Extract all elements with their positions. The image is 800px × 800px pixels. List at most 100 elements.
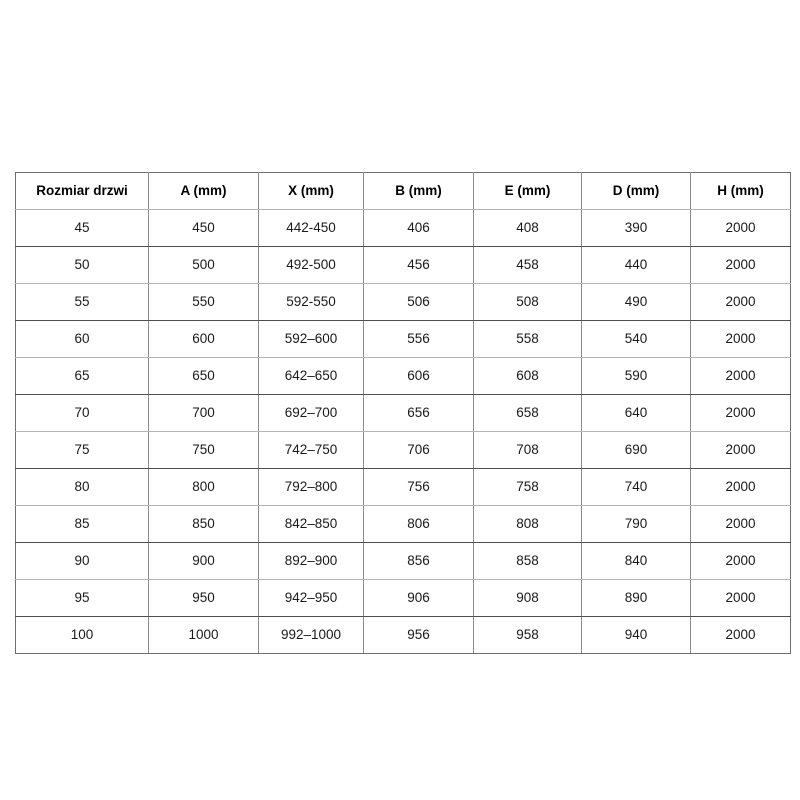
table-row: 75 750 742–750 706 708 690 2000 xyxy=(15,431,791,469)
cell-x: 642–650 xyxy=(258,357,364,395)
cell-x: 592-550 xyxy=(258,283,364,321)
column-header-x: X (mm) xyxy=(258,172,364,210)
cell-a: 1000 xyxy=(148,616,259,654)
cell-h: 2000 xyxy=(690,579,791,617)
column-header-rozmiar-drzwi: Rozmiar drzwi xyxy=(15,172,149,210)
cell-b: 906 xyxy=(363,579,474,617)
table-row: 55 550 592-550 506 508 490 2000 xyxy=(15,283,791,321)
cell-d: 790 xyxy=(581,505,691,543)
cell-a: 950 xyxy=(148,579,259,617)
table-row: 60 600 592–600 556 558 540 2000 xyxy=(15,320,791,358)
table-row: 90 900 892–900 856 858 840 2000 xyxy=(15,542,791,580)
cell-h: 2000 xyxy=(690,505,791,543)
cell-x: 492-500 xyxy=(258,246,364,284)
cell-size: 70 xyxy=(15,394,149,432)
cell-size: 65 xyxy=(15,357,149,395)
cell-d: 490 xyxy=(581,283,691,321)
cell-e: 858 xyxy=(473,542,582,580)
cell-b: 956 xyxy=(363,616,474,654)
cell-h: 2000 xyxy=(690,320,791,358)
cell-b: 556 xyxy=(363,320,474,358)
cell-b: 706 xyxy=(363,431,474,469)
column-header-d: D (mm) xyxy=(581,172,691,210)
cell-size: 60 xyxy=(15,320,149,358)
table-row: 85 850 842–850 806 808 790 2000 xyxy=(15,505,791,543)
cell-x: 842–850 xyxy=(258,505,364,543)
cell-size: 95 xyxy=(15,579,149,617)
column-header-a: A (mm) xyxy=(148,172,259,210)
column-header-e: E (mm) xyxy=(473,172,582,210)
cell-h: 2000 xyxy=(690,246,791,284)
cell-a: 750 xyxy=(148,431,259,469)
cell-size: 80 xyxy=(15,468,149,506)
cell-b: 606 xyxy=(363,357,474,395)
cell-a: 450 xyxy=(148,209,259,247)
cell-d: 890 xyxy=(581,579,691,617)
cell-e: 408 xyxy=(473,209,582,247)
table-header-row: Rozmiar drzwi A (mm) X (mm) B (mm) E (mm… xyxy=(15,172,791,210)
cell-e: 658 xyxy=(473,394,582,432)
cell-b: 756 xyxy=(363,468,474,506)
cell-h: 2000 xyxy=(690,209,791,247)
cell-e: 708 xyxy=(473,431,582,469)
cell-d: 390 xyxy=(581,209,691,247)
cell-d: 440 xyxy=(581,246,691,284)
cell-x: 892–900 xyxy=(258,542,364,580)
cell-a: 800 xyxy=(148,468,259,506)
cell-x: 692–700 xyxy=(258,394,364,432)
cell-d: 590 xyxy=(581,357,691,395)
door-size-specification-table: Rozmiar drzwi A (mm) X (mm) B (mm) E (mm… xyxy=(15,172,791,654)
cell-b: 406 xyxy=(363,209,474,247)
cell-b: 806 xyxy=(363,505,474,543)
cell-d: 540 xyxy=(581,320,691,358)
cell-b: 456 xyxy=(363,246,474,284)
cell-e: 608 xyxy=(473,357,582,395)
cell-e: 908 xyxy=(473,579,582,617)
cell-a: 850 xyxy=(148,505,259,543)
table-row: 95 950 942–950 906 908 890 2000 xyxy=(15,579,791,617)
cell-a: 550 xyxy=(148,283,259,321)
table-row: 80 800 792–800 756 758 740 2000 xyxy=(15,468,791,506)
cell-e: 558 xyxy=(473,320,582,358)
cell-size: 100 xyxy=(15,616,149,654)
table-row: 45 450 442-450 406 408 390 2000 xyxy=(15,209,791,247)
cell-b: 506 xyxy=(363,283,474,321)
cell-h: 2000 xyxy=(690,394,791,432)
column-header-h: H (mm) xyxy=(690,172,791,210)
cell-h: 2000 xyxy=(690,283,791,321)
cell-x: 792–800 xyxy=(258,468,364,506)
cell-a: 900 xyxy=(148,542,259,580)
cell-b: 656 xyxy=(363,394,474,432)
cell-size: 75 xyxy=(15,431,149,469)
cell-e: 758 xyxy=(473,468,582,506)
cell-e: 508 xyxy=(473,283,582,321)
cell-h: 2000 xyxy=(690,616,791,654)
cell-h: 2000 xyxy=(690,357,791,395)
cell-d: 740 xyxy=(581,468,691,506)
cell-x: 742–750 xyxy=(258,431,364,469)
table-row: 100 1000 992–1000 956 958 940 2000 xyxy=(15,616,791,654)
table-row: 70 700 692–700 656 658 640 2000 xyxy=(15,394,791,432)
cell-a: 650 xyxy=(148,357,259,395)
cell-d: 840 xyxy=(581,542,691,580)
table-row: 65 650 642–650 606 608 590 2000 xyxy=(15,357,791,395)
cell-h: 2000 xyxy=(690,431,791,469)
cell-a: 500 xyxy=(148,246,259,284)
cell-h: 2000 xyxy=(690,542,791,580)
cell-h: 2000 xyxy=(690,468,791,506)
cell-e: 458 xyxy=(473,246,582,284)
cell-size: 85 xyxy=(15,505,149,543)
cell-d: 940 xyxy=(581,616,691,654)
cell-size: 50 xyxy=(15,246,149,284)
cell-a: 600 xyxy=(148,320,259,358)
cell-size: 90 xyxy=(15,542,149,580)
cell-b: 856 xyxy=(363,542,474,580)
cell-a: 700 xyxy=(148,394,259,432)
table-row: 50 500 492-500 456 458 440 2000 xyxy=(15,246,791,284)
cell-e: 958 xyxy=(473,616,582,654)
cell-x: 442-450 xyxy=(258,209,364,247)
cell-size: 55 xyxy=(15,283,149,321)
cell-x: 992–1000 xyxy=(258,616,364,654)
column-header-b: B (mm) xyxy=(363,172,474,210)
